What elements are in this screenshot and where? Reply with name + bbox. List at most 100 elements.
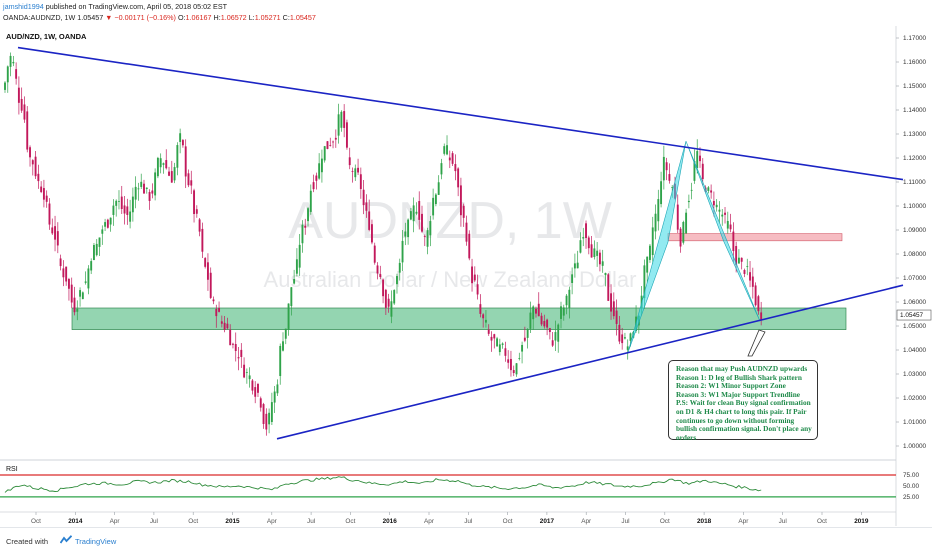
time-tick-label: 2015	[225, 518, 240, 525]
candle-body	[15, 69, 18, 79]
candle-body	[518, 358, 521, 359]
candle-body	[154, 172, 157, 196]
candle-body	[571, 274, 574, 283]
author-link[interactable]: jamshid1994	[3, 2, 44, 11]
candle-body	[195, 209, 198, 214]
candle-body	[626, 346, 629, 350]
candle-body	[73, 297, 76, 313]
upper-trendline	[17, 46, 904, 181]
candle	[479, 294, 482, 318]
candle-body	[557, 324, 560, 342]
price-tick-label: 1.11000	[903, 179, 926, 186]
candle	[660, 171, 663, 208]
candle	[90, 258, 93, 275]
candle-body	[190, 180, 193, 186]
candle-body	[598, 252, 601, 265]
candle	[304, 218, 307, 235]
candle	[582, 227, 585, 247]
candle	[179, 128, 182, 154]
candle-body	[532, 306, 535, 320]
candle	[282, 332, 284, 352]
price-chart[interactable]: AUDNZD, 1W Australian Dollar / New Zealan…	[0, 0, 932, 527]
candle	[715, 199, 718, 212]
candle	[312, 174, 315, 193]
candle	[679, 226, 682, 253]
candle	[170, 160, 173, 183]
rsi-pane	[0, 474, 896, 498]
candle-body	[373, 245, 376, 263]
candle	[320, 149, 323, 183]
candle	[140, 173, 143, 190]
candle-body	[334, 137, 337, 140]
candle-body	[457, 168, 460, 188]
candle	[496, 336, 499, 347]
rsi-label: RSI	[6, 466, 18, 473]
candle	[454, 154, 457, 181]
candle	[576, 250, 579, 269]
candle-body	[529, 312, 532, 329]
candle-body	[368, 211, 371, 230]
candle-body	[421, 213, 423, 232]
candle	[257, 382, 259, 398]
candle-body	[301, 224, 304, 244]
candle-body	[362, 189, 365, 206]
candle	[662, 145, 665, 190]
candle-body	[20, 98, 23, 111]
candle	[31, 159, 34, 176]
candle-body	[501, 343, 504, 345]
candle-body	[248, 375, 251, 380]
candle	[15, 62, 18, 85]
candle-body	[676, 204, 679, 230]
candle-body	[487, 329, 490, 334]
candle-body	[115, 200, 118, 206]
ohlc-line: OANDA:AUDNZD, 1W 1.05457 ▼ −0.00171 (−0.…	[3, 13, 316, 22]
candle-body	[576, 262, 579, 269]
candle	[490, 331, 493, 352]
candle	[120, 185, 123, 214]
candle	[248, 367, 251, 388]
watermark-symbol: AUDNZD, 1W	[288, 192, 612, 250]
candle	[198, 217, 201, 237]
candle-body	[471, 266, 473, 284]
candle	[268, 408, 271, 434]
candle-body	[270, 402, 273, 422]
candle	[29, 145, 31, 167]
time-tick-label: Oct	[345, 518, 355, 525]
candle	[682, 220, 685, 245]
candle	[657, 189, 660, 231]
candle-body	[173, 167, 176, 181]
candle	[621, 327, 624, 350]
price-tick-label: 1.06000	[903, 299, 927, 306]
candle-body	[98, 237, 101, 247]
candle	[426, 227, 429, 255]
high-value: 1.06572	[220, 13, 247, 22]
candle-body	[223, 322, 226, 330]
candle-body	[390, 301, 393, 317]
candle	[193, 188, 195, 223]
candle-body	[607, 274, 610, 301]
candle-body	[295, 259, 298, 274]
candle-body	[23, 104, 26, 120]
candle	[112, 199, 115, 226]
time-tick-label: 2017	[540, 518, 555, 525]
analysis-callout[interactable]: Reason that may Push AUDNZD upwards Reas…	[668, 360, 818, 442]
candle-body	[131, 196, 134, 213]
candle	[568, 286, 571, 319]
tradingview-brand[interactable]: TradingView	[75, 537, 117, 546]
candle-body	[707, 187, 710, 191]
candle	[740, 257, 743, 270]
candle-body	[754, 285, 757, 306]
candle-body	[48, 203, 51, 225]
candle-body	[120, 196, 123, 209]
candle-body	[140, 181, 143, 187]
candle-body	[657, 199, 660, 222]
symbol-text: OANDA:AUDNZD, 1W	[3, 13, 76, 22]
high-label: H:	[213, 13, 221, 22]
candle	[118, 190, 120, 210]
candle-body	[193, 190, 195, 215]
candle	[184, 139, 187, 189]
candle	[168, 166, 170, 177]
price-tick-label: 1.08000	[903, 251, 927, 258]
candle	[746, 258, 749, 276]
candle	[134, 176, 137, 209]
